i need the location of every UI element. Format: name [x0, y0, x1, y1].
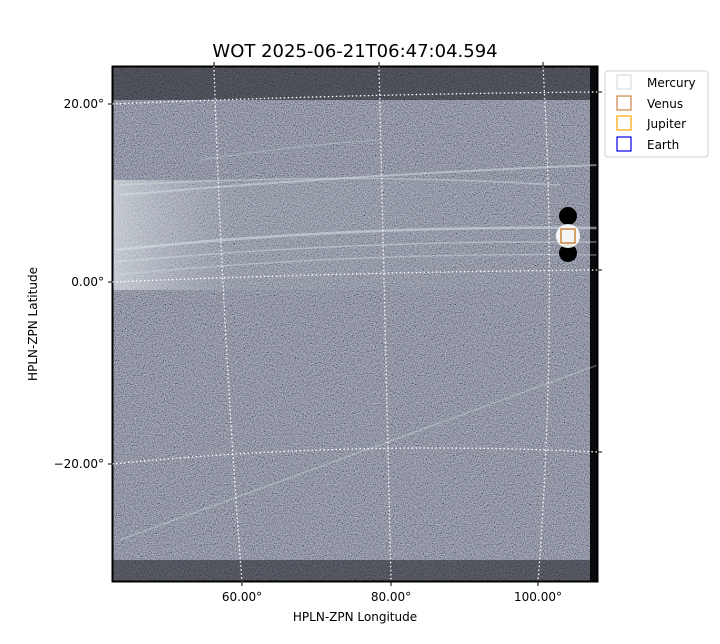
legend-label-mercury: Mercury [647, 76, 696, 90]
x-tick-label: 80.00° [371, 590, 411, 604]
grid-lat-0 [112, 269, 598, 283]
legend-swatch-jupiter [616, 115, 632, 131]
sky-image [112, 66, 598, 582]
grid-lon-80 [378, 66, 392, 582]
grid-lat-20 [112, 91, 598, 105]
x-tick-label: 100.00° [514, 590, 562, 604]
grid [112, 66, 598, 582]
chart-title: WOT 2025-06-21T06:47:04.594 [212, 41, 497, 62]
legend-label-venus: Venus [647, 97, 683, 111]
y-tick-label: 20.00° [64, 97, 104, 111]
image-area [112, 66, 598, 582]
legend-swatch-venus [616, 95, 632, 111]
venus-marker [560, 228, 576, 244]
legend-swatch-earth [616, 136, 632, 152]
x-axis-label: HPLN-ZPN Longitude [293, 610, 417, 624]
grid-lon-60 [213, 66, 243, 582]
grid-lon-100 [537, 66, 551, 582]
ticks [108, 62, 602, 586]
legend: Mercury Venus Jupiter Earth [604, 70, 709, 158]
streaks [114, 139, 598, 541]
legend-swatch-mercury [616, 74, 632, 90]
x-tick-label: 60.00° [222, 590, 262, 604]
y-tick-label: −20.00° [54, 457, 104, 471]
legend-label-jupiter: Jupiter [646, 117, 686, 131]
y-axis-label: HPLN-ZPN Latitude [26, 267, 40, 381]
y-tick-label: 0.00° [71, 275, 104, 289]
grid-lat-minus20 [112, 447, 598, 465]
legend-label-earth: Earth [647, 138, 679, 152]
